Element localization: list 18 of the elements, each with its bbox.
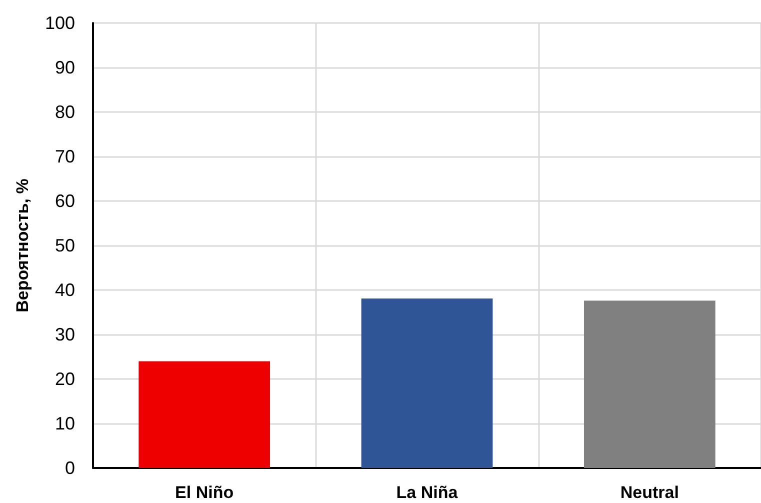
x-tick-label: Neutral xyxy=(620,483,679,502)
bar xyxy=(138,361,270,468)
bar xyxy=(361,298,493,468)
y-tick-label: 20 xyxy=(54,369,75,389)
y-tick-label: 40 xyxy=(54,280,75,300)
y-tick-label: 50 xyxy=(54,236,75,256)
y-tick-label: 60 xyxy=(54,191,75,211)
y-tick-label: 70 xyxy=(54,146,75,166)
y-tick-label: 90 xyxy=(54,58,75,78)
y-axis-title: Вероятность, % xyxy=(13,178,32,312)
x-tick-label: La Niña xyxy=(396,483,458,502)
x-tick-label: El Niño xyxy=(175,483,234,502)
bar xyxy=(584,300,716,468)
y-tick-label: 10 xyxy=(54,414,75,434)
y-tick-label: 0 xyxy=(64,458,75,478)
y-tick-label: 30 xyxy=(54,324,75,344)
y-tick-label: 100 xyxy=(44,13,75,33)
y-tick-label: 80 xyxy=(54,102,75,122)
